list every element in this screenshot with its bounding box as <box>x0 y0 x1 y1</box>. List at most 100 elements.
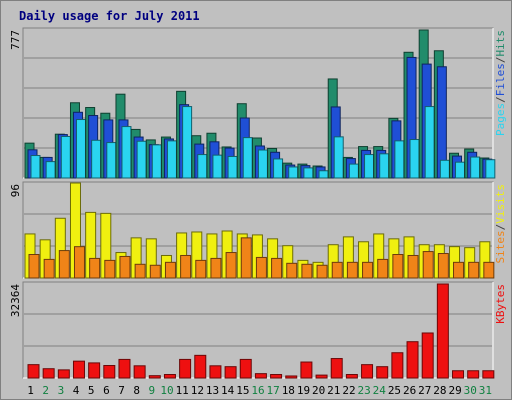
bar-kbytes-day-15 <box>239 358 252 379</box>
bar-sites-day-10 <box>164 261 176 279</box>
bar-pages-day-27 <box>424 106 435 179</box>
chart-title: Daily usage for July 2011 <box>19 9 200 23</box>
bar-sites-day-5 <box>89 257 101 279</box>
bar-kbytes-day-18 <box>285 375 298 379</box>
side-legend-item: / <box>494 96 507 103</box>
x-tick-label-day-21: 21 <box>327 384 340 397</box>
x-tick-label-day-7: 7 <box>118 384 125 397</box>
bar-pages-day-24 <box>379 153 390 179</box>
bar-kbytes-day-22 <box>345 374 358 379</box>
x-tick-label-day-11: 11 <box>176 384 189 397</box>
bar-kbytes-day-6 <box>103 365 116 379</box>
bar-kbytes-day-5 <box>88 362 101 379</box>
bar-pages-day-2 <box>45 161 56 179</box>
bar-kbytes-day-20 <box>315 374 328 379</box>
bar-sites-day-12 <box>195 259 207 279</box>
bar-kbytes-day-28 <box>436 283 449 379</box>
bar-kbytes-day-9 <box>148 375 161 379</box>
bar-pages-day-31 <box>485 159 496 179</box>
bar-kbytes-day-2 <box>42 368 55 379</box>
bar-pages-day-13 <box>212 154 223 179</box>
bar-sites-day-13 <box>210 257 222 279</box>
bar-sites-day-23 <box>362 261 374 279</box>
bar-pages-day-22 <box>348 163 359 179</box>
panel-kbytes: 32364 KBytes <box>9 281 507 379</box>
bar-pages-day-8 <box>136 140 147 179</box>
bar-kbytes-day-3 <box>57 369 70 379</box>
bar-sites-day-17 <box>271 257 283 279</box>
bar-kbytes-day-19 <box>300 361 313 379</box>
bar-kbytes-day-16 <box>254 373 267 379</box>
x-tick-label-day-8: 8 <box>133 384 140 397</box>
bar-pages-day-26 <box>409 139 420 179</box>
bar-pages-day-17 <box>273 158 284 179</box>
bar-pages-day-4 <box>75 119 86 179</box>
x-tick-label-day-25: 25 <box>388 384 401 397</box>
bar-sites-day-2 <box>43 258 55 279</box>
bar-pages-day-3 <box>60 135 71 179</box>
bar-sites-day-18 <box>286 262 298 279</box>
side-legend-item: Hits <box>494 30 507 57</box>
x-tick-labels: 1 2 3 4 5 6 7 8 9 10 11 12 13 14 15 16 17 18 19 20 21 22 23 24 2… <box>27 384 492 397</box>
bar-kbytes-day-31 <box>482 370 495 379</box>
bar-pages-day-5 <box>91 139 102 179</box>
x-tick-label-day-17: 17 <box>267 384 280 397</box>
bar-pages-day-11 <box>182 106 193 179</box>
bar-pages-day-12 <box>197 154 208 179</box>
bar-pages-day-21 <box>333 136 344 179</box>
x-tick-label-day-10: 10 <box>160 384 173 397</box>
bar-pages-day-10 <box>166 140 177 179</box>
x-tick-label-day-9: 9 <box>149 384 156 397</box>
bar-pages-day-18 <box>288 166 299 179</box>
bar-sites-day-29 <box>453 261 465 279</box>
bar-sites-day-25 <box>392 254 404 279</box>
bar-pages-day-20 <box>318 170 329 179</box>
bar-sites-day-11 <box>180 254 192 279</box>
bar-kbytes-day-7 <box>118 358 131 379</box>
x-tick-label-day-22: 22 <box>342 384 355 397</box>
bar-pages-day-15 <box>242 137 253 179</box>
bar-sites-day-9 <box>149 264 161 279</box>
bar-kbytes-day-23 <box>361 364 374 379</box>
bar-sites-day-22 <box>346 261 358 279</box>
x-tick-label-day-20: 20 <box>312 384 325 397</box>
x-tick-label-day-2: 2 <box>42 384 49 397</box>
x-tick-label-day-1: 1 <box>27 384 34 397</box>
x-tick-label-day-15: 15 <box>236 384 249 397</box>
bar-sites-day-14 <box>225 252 237 279</box>
x-tick-label-day-12: 12 <box>191 384 204 397</box>
side-legend-item: KBytes <box>494 284 507 324</box>
x-tick-label-day-3: 3 <box>58 384 65 397</box>
bar-pages-day-29 <box>455 161 466 179</box>
x-tick-label-day-13: 13 <box>206 384 219 397</box>
bar-sites-day-31 <box>483 261 495 279</box>
bar-kbytes-day-17 <box>270 374 283 379</box>
bar-pages-day-28 <box>439 159 450 179</box>
bar-sites-day-7 <box>119 255 131 279</box>
x-tick-label-day-23: 23 <box>358 384 371 397</box>
side-legend-item: Files <box>494 63 507 96</box>
bar-pages-day-6 <box>106 142 117 179</box>
side-legend-item: / <box>494 57 507 64</box>
bar-pages-day-25 <box>394 140 405 179</box>
x-tick-label-day-26: 26 <box>403 384 416 397</box>
bar-kbytes-day-25 <box>391 352 404 379</box>
bar-kbytes-day-27 <box>421 332 434 379</box>
x-tick-label-day-16: 16 <box>251 384 264 397</box>
bar-kbytes-day-11 <box>179 358 192 379</box>
bar-pages-day-23 <box>364 154 375 179</box>
bar-kbytes-day-12 <box>194 354 207 379</box>
x-tick-label-day-6: 6 <box>103 384 110 397</box>
side-legend-kbytes: KBytes <box>494 284 507 324</box>
bar-sites-day-28 <box>437 253 449 279</box>
bar-sites-day-30 <box>468 261 480 279</box>
bar-sites-day-19 <box>301 263 313 279</box>
bar-pages-day-7 <box>121 126 132 179</box>
bar-pages-day-1 <box>30 155 41 179</box>
bar-kbytes-day-10 <box>163 374 176 379</box>
bar-sites-day-21 <box>331 261 343 279</box>
bar-kbytes-day-29 <box>452 370 465 379</box>
